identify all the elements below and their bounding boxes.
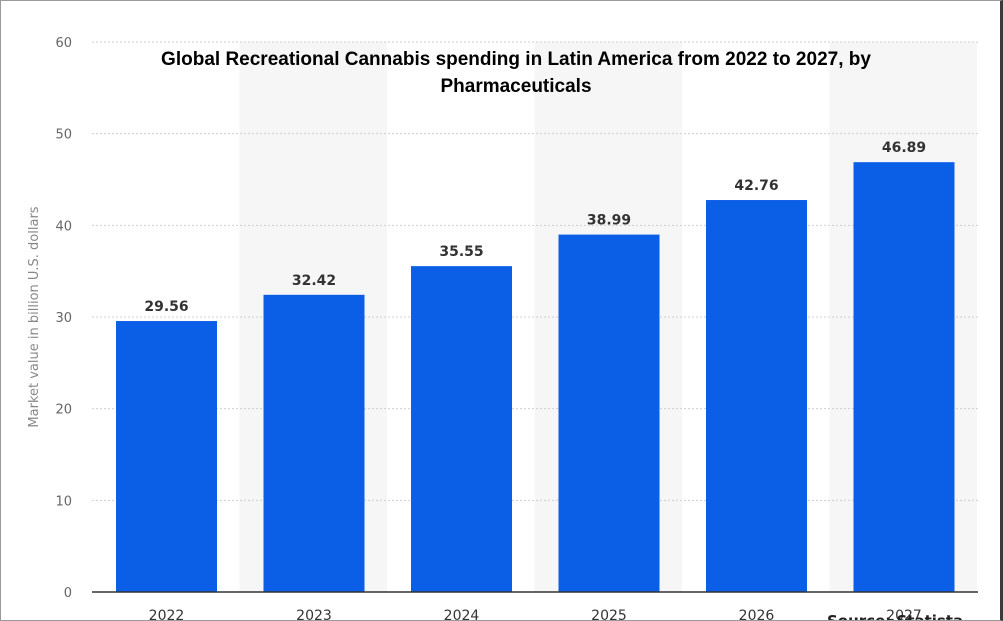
y-axis-ticks: 0 10 20 30 40 50 60	[55, 36, 72, 601]
bars	[116, 162, 955, 593]
bar[interactable]	[558, 234, 660, 592]
value-labels: 29.56 32.42 35.55 38.99 42.76 46.89	[144, 140, 926, 315]
bar-value-label: 29.56	[144, 299, 188, 315]
bar-value-label: 46.89	[882, 140, 926, 156]
bar[interactable]	[411, 266, 512, 592]
x-tick-label: 2022	[149, 608, 185, 621]
bar-value-label: 35.55	[439, 244, 483, 260]
chart-title: Global Recreational Cannabis spending in…	[161, 49, 871, 97]
y-tick-label: 50	[55, 128, 72, 143]
x-tick-label: 2024	[444, 608, 480, 621]
y-tick-label: 20	[55, 403, 72, 418]
x-tick-label: 2026	[739, 608, 775, 621]
bar[interactable]	[853, 162, 955, 593]
y-tick-label: 60	[55, 36, 72, 51]
bar[interactable]	[706, 200, 807, 593]
bar[interactable]	[263, 294, 365, 592]
bar-value-label: 42.76	[734, 178, 778, 194]
x-tick-label: 2023	[296, 608, 332, 621]
y-tick-label: 0	[64, 586, 72, 601]
bar-value-label: 38.99	[587, 213, 631, 229]
x-axis-ticks: 2022 2023 2024 2025 2026 2027	[149, 608, 922, 621]
source-label[interactable]: Source: Statista	[827, 612, 964, 621]
y-tick-label: 10	[55, 494, 72, 509]
y-tick-label: 30	[55, 311, 72, 326]
bar-value-label: 32.42	[292, 273, 336, 289]
x-tick-label: 2027	[886, 608, 922, 621]
y-axis-label: Market value in billion U.S. dollars	[27, 206, 42, 427]
x-tick-label: 2025	[591, 608, 627, 621]
y-tick-label: 40	[55, 219, 72, 234]
bar[interactable]	[116, 321, 217, 592]
